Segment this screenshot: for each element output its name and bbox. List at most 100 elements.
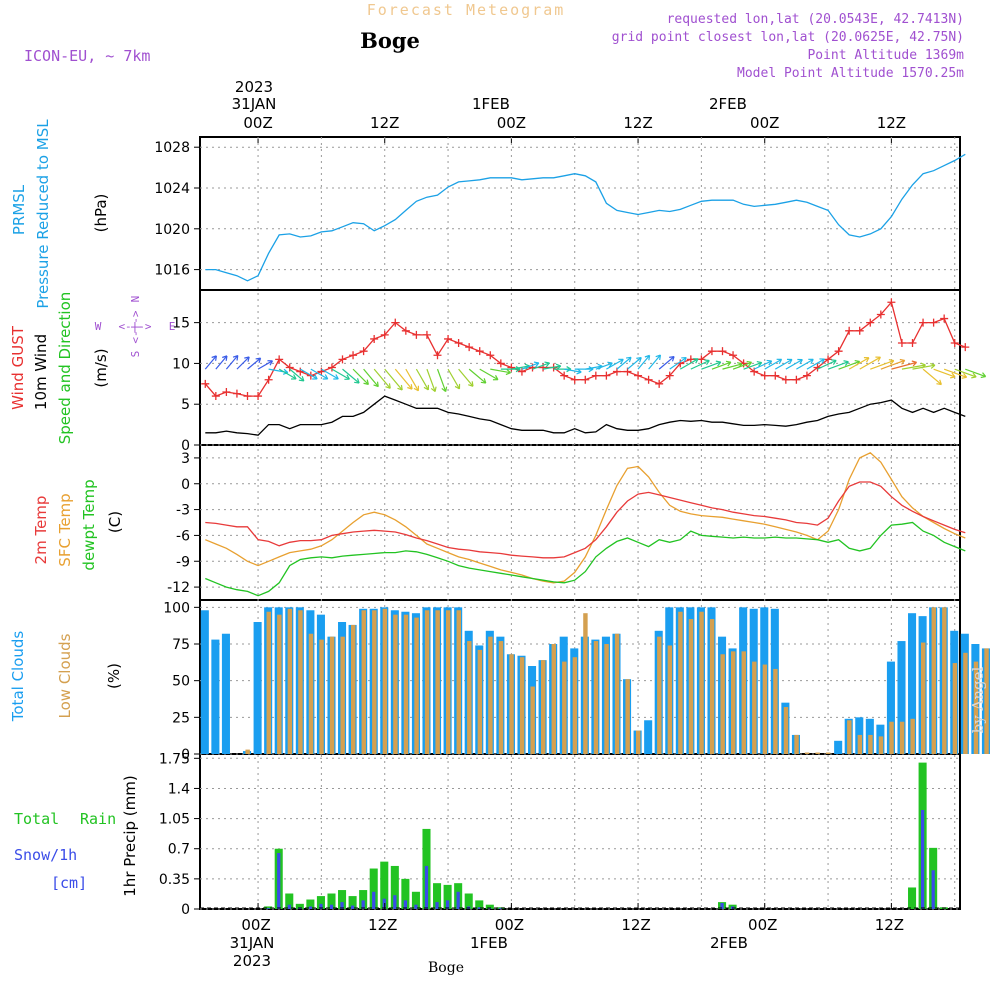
wind-arrow [711, 361, 732, 370]
gust-marker [655, 379, 664, 388]
low-cloud-bar [266, 611, 271, 754]
wind-arrow-head [244, 356, 250, 362]
gust-marker [465, 343, 474, 352]
total-cloud-bar [908, 613, 917, 754]
low-cloud-bar [730, 651, 736, 754]
top-date-1feb: 1FEB [472, 95, 510, 113]
rain-bar [411, 891, 420, 909]
clouds-label-total: Total Clouds [9, 631, 27, 723]
wind-arrow [352, 368, 369, 385]
bottom-hour-label: 12Z [368, 916, 397, 934]
snow-bar [372, 891, 376, 909]
wind-arrow-head [344, 374, 350, 380]
low-cloud-bar [456, 610, 461, 754]
low-cloud-bar [752, 661, 757, 754]
gust-marker [697, 355, 706, 364]
wind-arrow-head [533, 361, 540, 368]
low-cloud-bar [709, 619, 715, 754]
low-cloud-bar [899, 721, 905, 754]
wind-arrow [447, 368, 460, 390]
low-cloud-bar [277, 614, 282, 754]
wind-arrow [342, 368, 360, 384]
low-cloud-bar [298, 610, 303, 754]
wind-arrow-head [776, 358, 783, 365]
snow-bar [920, 809, 925, 909]
low-cloud-bar [319, 639, 324, 754]
rain-bar [485, 904, 494, 909]
wind-arrow-head [298, 376, 305, 382]
wind-arrow-head [626, 356, 632, 363]
wind-arrow [701, 361, 721, 370]
bottom-date-31jan: 31JAN [230, 934, 275, 952]
info-line-1: requested lon,lat (20.0543E, 42.7413N) [667, 12, 964, 27]
wind-arrow [204, 355, 217, 370]
low-cloud-bar [984, 648, 989, 754]
info-line-3: Point Altitude 1369m [807, 48, 964, 63]
wind-arrow-head [441, 386, 448, 393]
gust-marker [264, 375, 273, 384]
bottom-date-2feb: 2FEB [710, 934, 748, 952]
low-cloud-bar [498, 641, 504, 754]
wind-arrow-head [255, 357, 262, 364]
pressure-label-prmsl: PRMSL [10, 184, 28, 235]
snow-bar [720, 902, 724, 909]
wind-arrow-head [725, 360, 732, 367]
wind-arrow [289, 368, 305, 382]
wind-arrow-head [756, 360, 763, 367]
bottom-hour-label: 00Z [748, 916, 777, 934]
low-cloud-bar [963, 652, 968, 754]
pressure-line [205, 153, 966, 282]
gust-marker [401, 326, 410, 335]
wind-arrow-head [644, 354, 651, 361]
wind-arrow [394, 368, 413, 390]
wind-arrow-head [819, 358, 825, 364]
low-cloud-bar [804, 752, 810, 754]
wind-arrow-head [492, 374, 499, 381]
temp-ytick-label: -6 [176, 528, 190, 544]
wind-ytick-label: 10 [172, 356, 190, 372]
top-hour-label: 00Z [497, 114, 526, 132]
gust-marker [602, 371, 611, 380]
compass-w: W [95, 320, 102, 333]
low-cloud-bar [625, 679, 630, 754]
wind-arrow-head [766, 359, 773, 366]
gust-marker [665, 371, 674, 380]
low-cloud-bar [308, 633, 314, 754]
info-line-4: Model Point Altitude 1570.25m [737, 66, 964, 81]
rain-bar [475, 900, 484, 909]
wind-arrow-head [669, 356, 675, 362]
low-cloud-bar [699, 611, 704, 754]
wind-arrow-head [681, 356, 687, 363]
rain-bar [338, 890, 347, 909]
precip-label-snow: Snow/1h [14, 846, 77, 864]
gust-marker [792, 375, 801, 384]
rain-bar [295, 903, 304, 909]
footer-station: Boge [428, 960, 464, 976]
rain-bar [380, 861, 389, 909]
snow-bar [445, 900, 450, 909]
top-date-31jan: 31JAN [232, 95, 277, 113]
wind-arrow-head [413, 385, 420, 392]
wind-arrow [215, 355, 228, 370]
compass-arrows: <-|-> [118, 320, 151, 333]
wind-arrow-head [407, 384, 413, 390]
low-cloud-bar [424, 610, 430, 754]
gust-marker [275, 355, 284, 364]
total-cloud-bar [200, 610, 209, 754]
wind-arrow-head [423, 384, 430, 391]
gust-marker [412, 330, 421, 339]
temp-label-unit: (C) [106, 511, 124, 533]
wind-arrow [299, 368, 318, 380]
pressure-label-full: Pressure Reduced to MSL [34, 119, 52, 309]
low-cloud-bar [572, 657, 578, 754]
low-cloud-bar [488, 636, 493, 754]
snow-bar [393, 895, 397, 909]
gust-marker [887, 298, 896, 307]
wind-arrow-head [797, 358, 803, 365]
info-line-2: grid point closest lon,lat (20.0625E, 42… [612, 30, 964, 45]
wind-arrow [943, 368, 967, 378]
temp-label-sfc: SFC Temp [56, 493, 74, 566]
wind-arrow-head [267, 360, 273, 366]
wind-arrow-head [875, 356, 881, 362]
temp-ytick-label: 0 [181, 477, 190, 493]
